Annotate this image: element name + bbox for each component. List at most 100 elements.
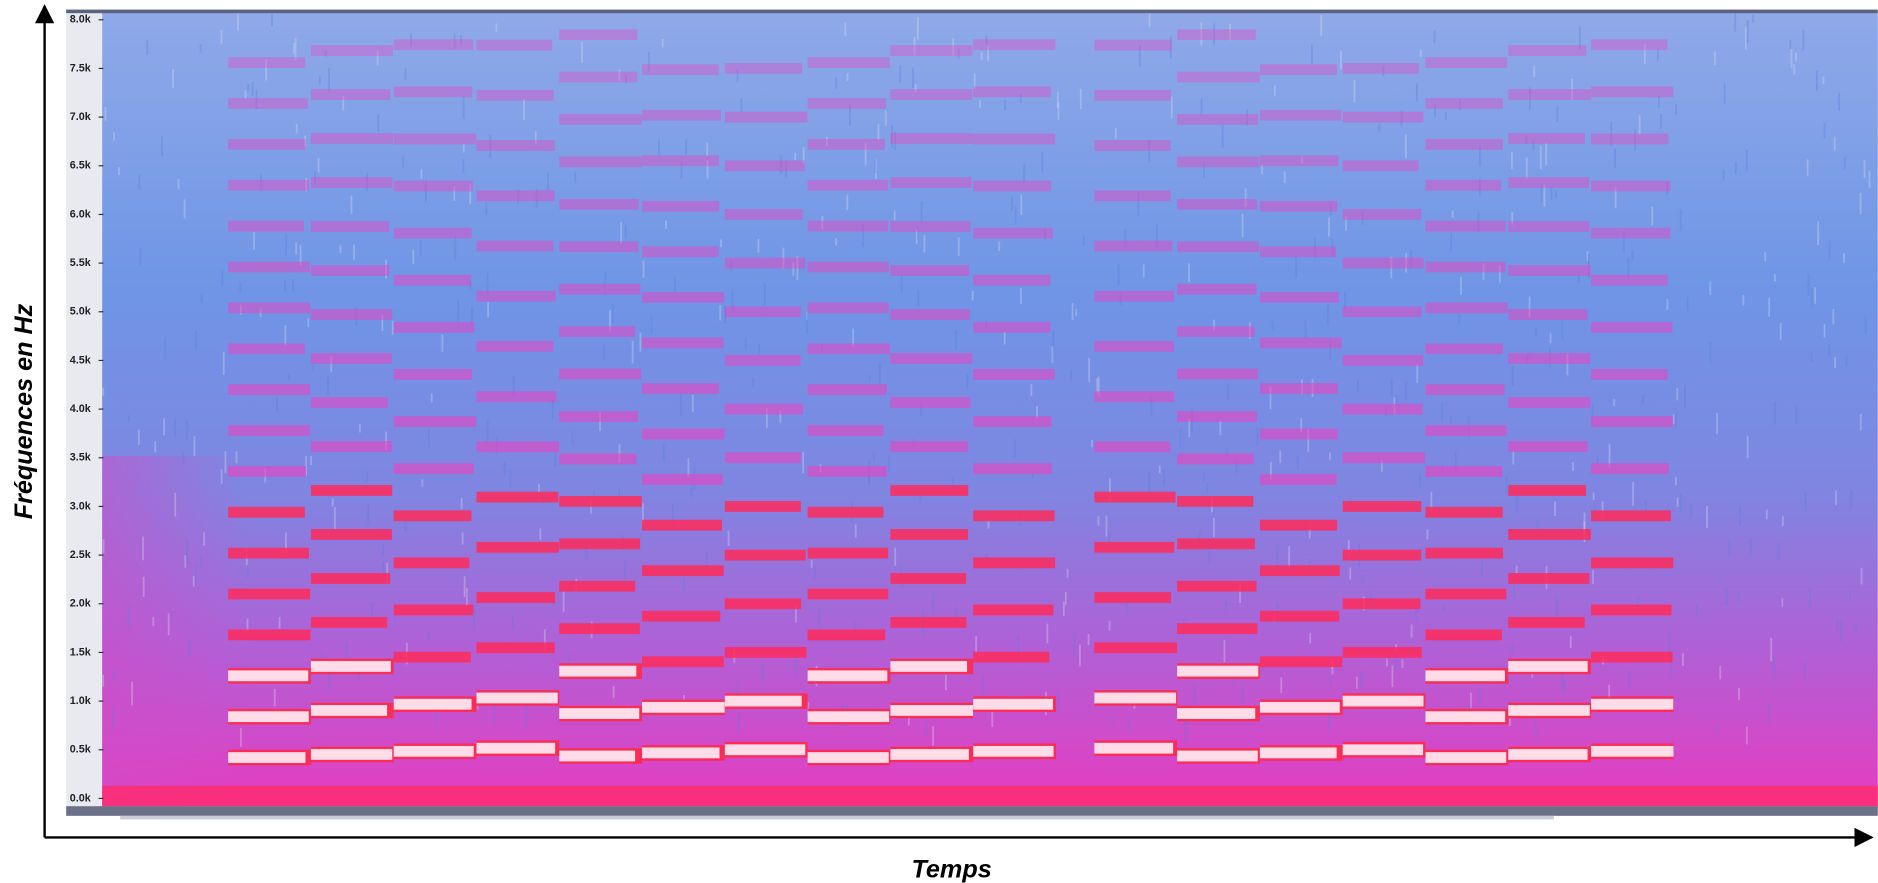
spectrogram-grain (420, 241, 422, 256)
spectrogram-grain (1745, 27, 1747, 49)
spectrogram-grain (1219, 420, 1221, 435)
spectrogram-grain (925, 721, 927, 736)
spectrogram-grain (1642, 394, 1644, 404)
spectrogram-grain (164, 338, 166, 360)
spectrogram-band (228, 630, 310, 641)
spectrogram-grain (1846, 355, 1848, 367)
spectrogram-band (394, 134, 477, 145)
spectrogram-band (1260, 565, 1340, 576)
spectrogram-band (890, 45, 972, 56)
spectrogram-grain (118, 167, 120, 175)
spectrogram-grain (1710, 342, 1712, 364)
spectrogram-band (1094, 693, 1176, 704)
scrollbar (120, 816, 1554, 820)
spectrogram-grain (1849, 591, 1851, 600)
spectrogram-grain (1675, 104, 1677, 115)
spectrogram-band (477, 190, 555, 201)
spectrogram-grain (1860, 193, 1862, 215)
spectrogram-grain (1835, 490, 1837, 505)
spectrogram-grain (377, 114, 379, 131)
spectrogram-band (973, 699, 1053, 710)
spectrogram-band (1177, 156, 1259, 167)
spectrogram-grain (692, 395, 694, 413)
spectrogram-grain (161, 136, 163, 156)
spectrogram-grain (1791, 49, 1793, 68)
spectrogram-band (1177, 241, 1259, 252)
spectrogram-band (1260, 246, 1336, 257)
spectrogram-band (1508, 529, 1591, 540)
spectrogram-grain (1309, 633, 1311, 643)
spectrogram-band (311, 309, 392, 320)
top-border (66, 10, 1878, 14)
spectrogram-grain (138, 175, 140, 190)
spectrogram-band (808, 589, 889, 600)
spectrogram-grain (462, 532, 464, 544)
spectrogram-grain (307, 319, 309, 327)
spectrogram-grain (174, 493, 176, 517)
spectrogram-grain (1188, 263, 1190, 281)
spectrogram-band (1591, 181, 1670, 192)
spectrogram-grain (178, 179, 180, 189)
spectrogram-grain (1295, 256, 1297, 278)
spectrogram-grain (1554, 502, 1556, 517)
spectrogram-grain (288, 373, 290, 380)
spectrogram-band (973, 463, 1051, 474)
spectrogram-grain (972, 291, 974, 301)
spectrogram-grain (221, 30, 223, 44)
y-tick-label: 0.0k (70, 792, 91, 804)
spectrogram-grain (1840, 620, 1842, 642)
spectrogram-band (1260, 110, 1341, 121)
spectrogram-band (1094, 441, 1170, 452)
spectrogram-grain (1564, 681, 1566, 691)
spectrogram-grain (271, 14, 273, 26)
spectrogram-grain (1083, 236, 1085, 246)
spectrogram-grain (1834, 357, 1836, 368)
spectrogram-grain (495, 23, 497, 31)
spectrogram-grain (113, 132, 115, 140)
spectrogram-band (1425, 221, 1505, 232)
spectrogram-band (973, 228, 1053, 239)
spectrogram-grain (1709, 281, 1711, 294)
spectrogram-band (890, 705, 973, 716)
spectrogram-grain (1509, 717, 1511, 726)
spectrogram-grain (1511, 644, 1513, 653)
spectrogram-band (1425, 507, 1502, 518)
spectrogram-grain (706, 143, 708, 156)
spectrogram-grain (1592, 570, 1594, 584)
spectrogram-grain (359, 424, 361, 433)
spectrogram-grain (547, 173, 549, 191)
spectrogram-band (1425, 630, 1501, 641)
y-tick-label: 3.0k (70, 500, 91, 512)
spectrogram-band (1343, 258, 1424, 269)
spectrogram-band (725, 160, 805, 171)
spectrogram-grain (665, 221, 667, 229)
spectrogram-band (642, 383, 719, 394)
spectrogram-grain (1837, 620, 1839, 630)
spectrogram-grain (1768, 701, 1770, 725)
spectrogram-grain (1865, 316, 1867, 335)
spectrogram-band (890, 309, 969, 320)
spectrogram-grain (128, 606, 130, 629)
spectrogram-band (808, 221, 889, 232)
spectrogram-band (725, 258, 805, 269)
spectrogram-band (1591, 39, 1667, 50)
spectrogram-grain (1677, 497, 1679, 507)
spectrogram-grain (847, 73, 849, 81)
spectrogram-band (1177, 623, 1257, 634)
spectrogram-grain (869, 375, 871, 383)
spectrogram-grain (1728, 539, 1730, 557)
spectrogram-band (1508, 265, 1590, 276)
spectrogram-band (228, 221, 304, 232)
spectrogram-grain (1411, 625, 1413, 638)
spectrogram-grain (1793, 64, 1795, 74)
spectrogram-band (394, 228, 472, 239)
spectrogram-band (1425, 262, 1505, 273)
spectrogram-grain (240, 728, 242, 747)
spectrogram-band (1425, 57, 1507, 68)
spectrogram-low-noise (102, 786, 1878, 806)
spectrogram-grain (912, 67, 914, 88)
spectrogram-band (890, 441, 967, 452)
spectrogram-grain (189, 638, 191, 657)
spectrogram-grain (1545, 143, 1547, 165)
spectrogram-grain (1535, 723, 1537, 740)
